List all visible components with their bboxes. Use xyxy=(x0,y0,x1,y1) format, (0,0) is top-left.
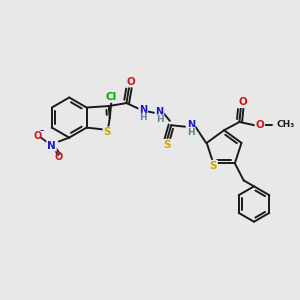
Text: -: - xyxy=(40,124,44,137)
Text: H: H xyxy=(140,113,147,122)
Text: S: S xyxy=(163,140,171,150)
Text: N: N xyxy=(187,120,195,130)
Text: H: H xyxy=(156,115,163,124)
Text: O: O xyxy=(255,120,264,130)
Text: Cl: Cl xyxy=(106,92,117,102)
Text: N: N xyxy=(155,107,164,117)
Text: O: O xyxy=(54,152,62,162)
Text: N: N xyxy=(47,141,56,151)
Text: H: H xyxy=(187,128,194,136)
Text: S: S xyxy=(210,161,217,171)
Text: S: S xyxy=(103,127,111,137)
Text: O: O xyxy=(238,97,247,107)
Text: CH₃: CH₃ xyxy=(277,120,295,129)
Text: O: O xyxy=(127,76,135,87)
Text: O: O xyxy=(34,130,42,140)
Text: N: N xyxy=(139,105,147,115)
